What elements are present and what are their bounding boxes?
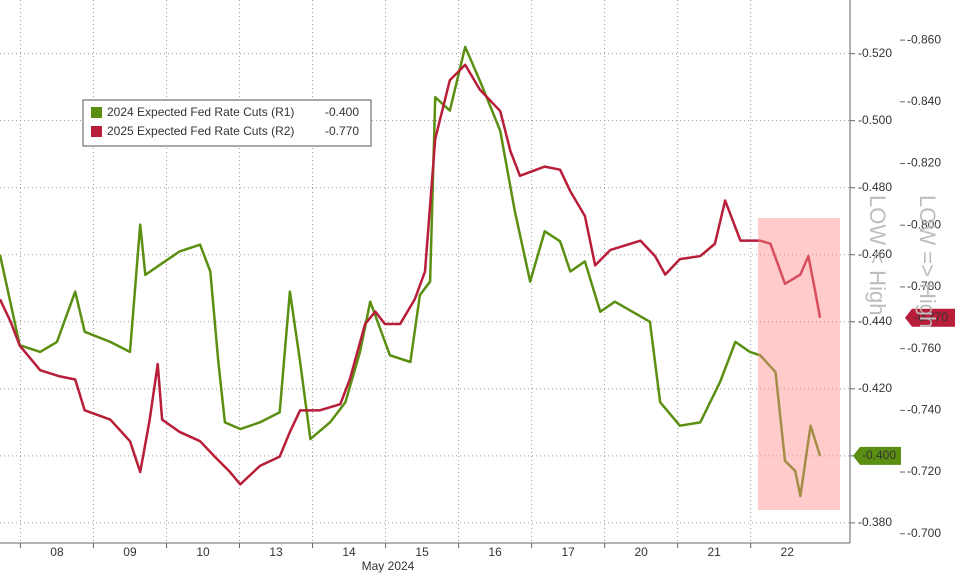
x-tick-label: 22	[781, 545, 795, 559]
x-tick-label: 13	[269, 545, 283, 559]
x-tick-label: 21	[707, 545, 721, 559]
x-tick-label: 20	[634, 545, 648, 559]
value-tag-label: -0.400	[862, 448, 896, 462]
x-tick-label: 17	[561, 545, 575, 559]
y2-tick-label: -0.780	[907, 279, 941, 293]
x-tick-label: 16	[488, 545, 502, 559]
x-tick-label: 09	[123, 545, 137, 559]
annotation: LOW => High	[915, 195, 940, 328]
series-line	[0, 63, 822, 486]
y-tick-label: -0.480	[858, 180, 892, 194]
highlight-box	[758, 218, 840, 510]
legend: 2024 Expected Fed Rate Cuts (R1) -0.400 20…	[82, 99, 372, 147]
x-tick-label: 15	[415, 545, 429, 559]
y2-tick-label: -0.800	[907, 217, 941, 231]
legend-swatch	[91, 107, 102, 118]
value-tag	[853, 446, 901, 465]
grid	[0, 0, 850, 543]
y-tick-label: -0.460	[858, 247, 892, 261]
y-tick-label: -0.380	[858, 515, 892, 529]
y2-tick-label: -0.820	[907, 156, 941, 170]
legend-label: 2025 Expected Fed Rate Cuts (R2)	[107, 124, 294, 138]
value-tag	[905, 308, 955, 327]
y-tick-label: -0.420	[858, 381, 892, 395]
series-line	[0, 45, 822, 498]
y2-tick-label: -0.840	[907, 94, 941, 108]
legend-swatch	[91, 126, 102, 137]
y2-tick-label: -0.860	[907, 32, 941, 46]
y-tick-label: -0.440	[858, 314, 892, 328]
x-axis-label: May 2024	[362, 559, 415, 573]
y2-tick-label: -0.720	[907, 464, 941, 478]
axes: -0.380 -0.400 -0.420 -0.440 -0.460 -0.480 -0.5…	[19, 32, 955, 559]
annotation: LOW < High	[865, 195, 890, 315]
y-tick-label: -0.520	[858, 46, 892, 60]
legend-box	[82, 99, 372, 147]
y2-tick-label: -0.760	[907, 341, 941, 355]
x-tick-label: 08	[50, 545, 64, 559]
x-tick-label: 10	[196, 545, 210, 559]
plot-lines	[0, 45, 822, 498]
legend-value: -0.770	[325, 124, 359, 138]
legend-value: -0.400	[325, 105, 359, 119]
y-tick-label: -0.500	[858, 113, 892, 127]
value-tag-label: -0.770	[914, 310, 948, 324]
y2-tick-label: -0.740	[907, 403, 941, 417]
legend-label: 2024 Expected Fed Rate Cuts (R1)	[107, 105, 294, 119]
y2-tick-label: -0.700	[907, 526, 941, 540]
x-tick-label: 14	[342, 545, 356, 559]
